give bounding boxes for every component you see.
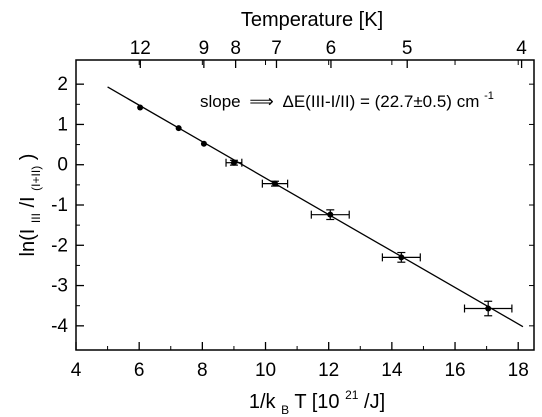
top-tick-label: 4 — [516, 38, 527, 59]
x-tick-label: 16 — [444, 360, 465, 381]
top-tick-label: 8 — [230, 38, 241, 59]
x-tick-label: 18 — [508, 360, 529, 381]
x-tick-label: 8 — [197, 360, 208, 381]
x-tick-label: 4 — [71, 360, 82, 381]
y-tick-label: 0 — [57, 155, 68, 176]
data-point — [137, 104, 144, 111]
data-point — [485, 305, 492, 312]
y-axis-label: ln(I III /I (I+II) ) — [17, 154, 45, 257]
top-tick-label: 9 — [199, 38, 210, 59]
x-tick-label: 14 — [381, 360, 403, 381]
fit-line — [107, 86, 524, 328]
data-point — [398, 254, 405, 261]
y-tick-label: -2 — [51, 235, 68, 256]
top-tick-label: 12 — [130, 38, 151, 59]
top-tick-label: 6 — [326, 38, 337, 59]
x-axis-label: 1/k B T [10 21 /J] — [249, 382, 385, 417]
top-tick-label: 5 — [402, 38, 413, 59]
top-axis-title: Temperature [K] — [241, 9, 383, 31]
x-tick-label: 12 — [318, 360, 339, 381]
data-point — [271, 180, 278, 187]
data-point — [327, 211, 334, 218]
y-tick-label: -4 — [51, 316, 68, 337]
data-point — [230, 159, 237, 166]
x-tick-label: 10 — [255, 360, 276, 381]
y-tick-label: -1 — [51, 195, 68, 216]
annotation-slope: slope ⟹ ΔE(III-I/II) = (22.7±0.5) cm -1 — [200, 90, 494, 111]
data-point — [200, 140, 207, 147]
y-tick-label: -3 — [51, 276, 68, 297]
y-tick-label: 2 — [57, 74, 68, 95]
data-point — [175, 125, 182, 132]
top-tick-label: 7 — [271, 38, 282, 59]
y-tick-label: 1 — [57, 114, 68, 135]
x-tick-label: 6 — [134, 360, 145, 381]
